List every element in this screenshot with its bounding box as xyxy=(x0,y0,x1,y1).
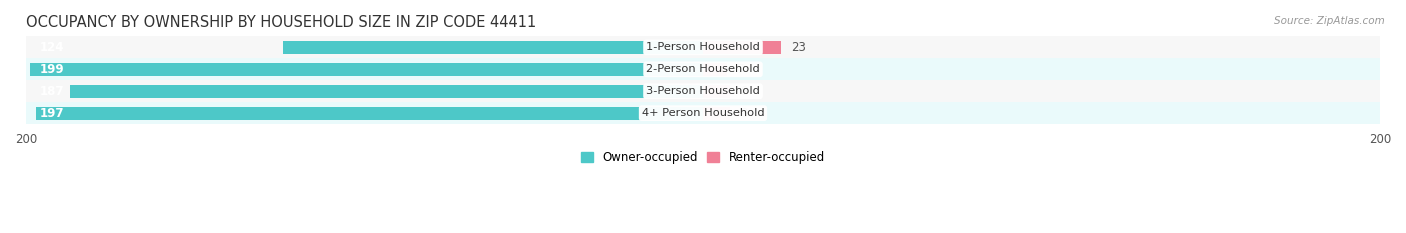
Bar xyxy=(27,58,1379,80)
Bar xyxy=(27,80,1379,102)
Text: 187: 187 xyxy=(39,85,65,98)
Bar xyxy=(70,85,703,98)
Bar xyxy=(703,106,730,120)
Bar xyxy=(703,63,727,76)
Bar xyxy=(703,41,780,54)
Text: OCCUPANCY BY OWNERSHIP BY HOUSEHOLD SIZE IN ZIP CODE 44411: OCCUPANCY BY OWNERSHIP BY HOUSEHOLD SIZE… xyxy=(27,15,536,30)
Text: 4+ Person Household: 4+ Person Household xyxy=(641,108,765,118)
Text: 2-Person Household: 2-Person Household xyxy=(647,64,759,74)
Text: 124: 124 xyxy=(39,41,65,54)
Bar xyxy=(703,85,730,98)
Text: 3-Person Household: 3-Person Household xyxy=(647,86,759,96)
Text: Source: ZipAtlas.com: Source: ZipAtlas.com xyxy=(1274,16,1385,26)
Text: 8: 8 xyxy=(740,85,748,98)
Legend: Owner-occupied, Renter-occupied: Owner-occupied, Renter-occupied xyxy=(576,146,830,169)
Text: 23: 23 xyxy=(792,41,806,54)
Bar xyxy=(27,102,1379,124)
Text: 8: 8 xyxy=(740,107,748,120)
Bar xyxy=(30,63,703,76)
Text: 7: 7 xyxy=(737,63,744,76)
Text: 1-Person Household: 1-Person Household xyxy=(647,42,759,52)
Bar xyxy=(284,41,703,54)
Bar xyxy=(27,36,1379,58)
Text: 197: 197 xyxy=(39,107,65,120)
Text: 199: 199 xyxy=(39,63,65,76)
Bar xyxy=(37,106,703,120)
